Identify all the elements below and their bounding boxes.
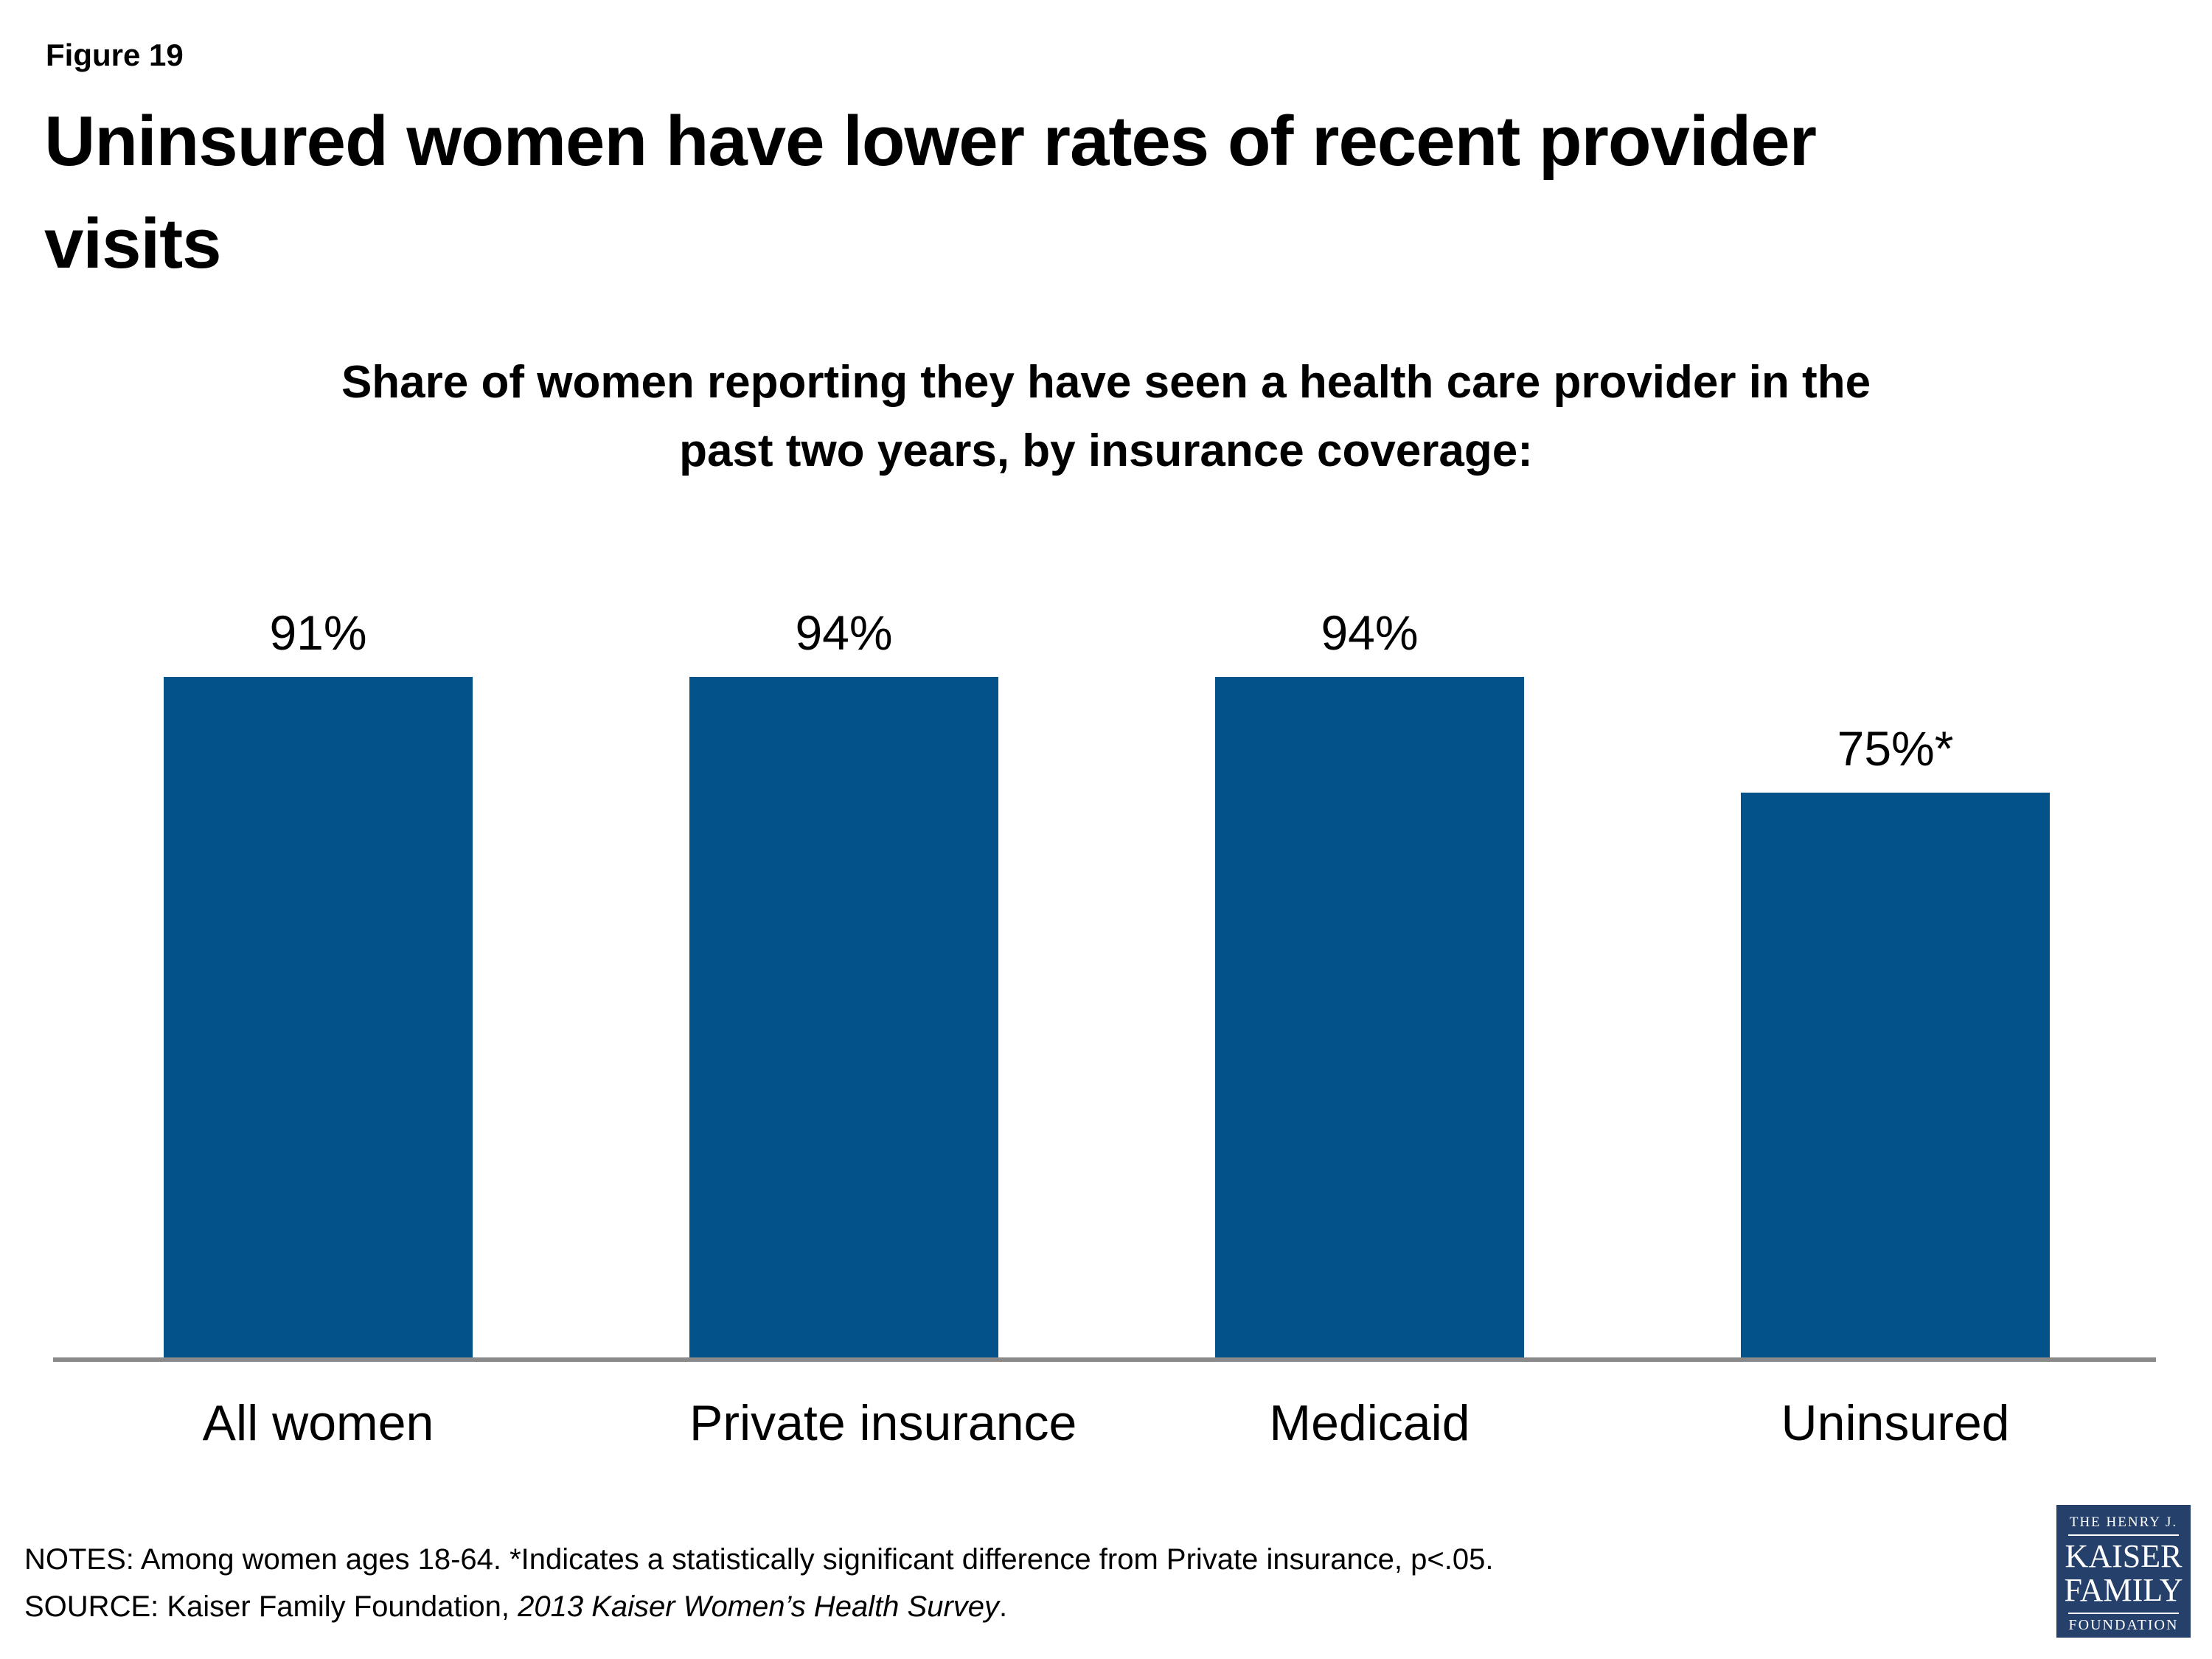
bar-medicaid [1215, 677, 1524, 1357]
source-title: 2013 Kaiser Women’s Health Survey [518, 1590, 1000, 1623]
bar-value-label: 94% [795, 605, 893, 660]
kff-logo-line-henry: THE HENRY J. [2069, 1514, 2178, 1530]
bar-value-label: 75%* [1837, 721, 1954, 776]
bar-value-label: 91% [269, 605, 367, 660]
kff-logo: THE HENRY J. KAISER FAMILY FOUNDATION [2056, 1505, 2191, 1638]
category-label-private-insurance: Private insurance [689, 1395, 1077, 1451]
bar-uninsured [1741, 793, 2050, 1357]
kff-logo-rule-bottom [2068, 1613, 2179, 1615]
chart-subtitle-line1: Share of women reporting they have seen … [341, 357, 1871, 408]
category-labels: All women Private insurance Medicaid Uni… [164, 1398, 2050, 1448]
kff-logo-line-kaiser: KAISER [2065, 1538, 2183, 1574]
kff-logo-line-family: FAMILY [2064, 1572, 2183, 1609]
notes-line: NOTES: Among women ages 18-64. *Indicate… [24, 1543, 1494, 1576]
category-label-uninsured: Uninsured [1781, 1395, 2010, 1451]
source-prefix: SOURCE: Kaiser Family Foundation, [24, 1590, 518, 1623]
bar-chart: 91% 94% 94% 75%* [164, 605, 2050, 1357]
category-label-medicaid: Medicaid [1269, 1395, 1470, 1451]
bar-group-private-insurance: 94% [689, 605, 998, 1357]
source-suffix: . [999, 1590, 1008, 1623]
figure-label: Figure 19 [46, 38, 184, 72]
kff-logo-rule-top [2068, 1534, 2179, 1536]
bar-group-medicaid: 94% [1215, 605, 1524, 1357]
chart-subtitle: Share of women reporting they have seen … [0, 348, 2212, 485]
bar-group-uninsured: 75%* [1741, 605, 2050, 1357]
footnotes: NOTES: Among women ages 18-64. *Indicate… [24, 1536, 1493, 1630]
bar-value-label: 94% [1321, 605, 1419, 660]
category-label-all-women: All women [202, 1395, 434, 1451]
page-title: Uninsured women have lower rates of rece… [44, 90, 2183, 295]
source-line: SOURCE: Kaiser Family Foundation, 2013 K… [24, 1583, 1493, 1630]
bar-group-all-women: 91% [164, 605, 473, 1357]
bar-private-insurance [689, 677, 998, 1357]
x-axis-line [53, 1357, 2156, 1362]
page-title-line1: Uninsured women have lower rates of rece… [44, 102, 1817, 181]
kff-logo-line-foundation: FOUNDATION [2068, 1617, 2179, 1634]
bar-all-women [164, 677, 473, 1357]
chart-subtitle-line2: past two years, by insurance coverage: [679, 425, 1533, 476]
page-title-line2: visits [44, 204, 221, 284]
